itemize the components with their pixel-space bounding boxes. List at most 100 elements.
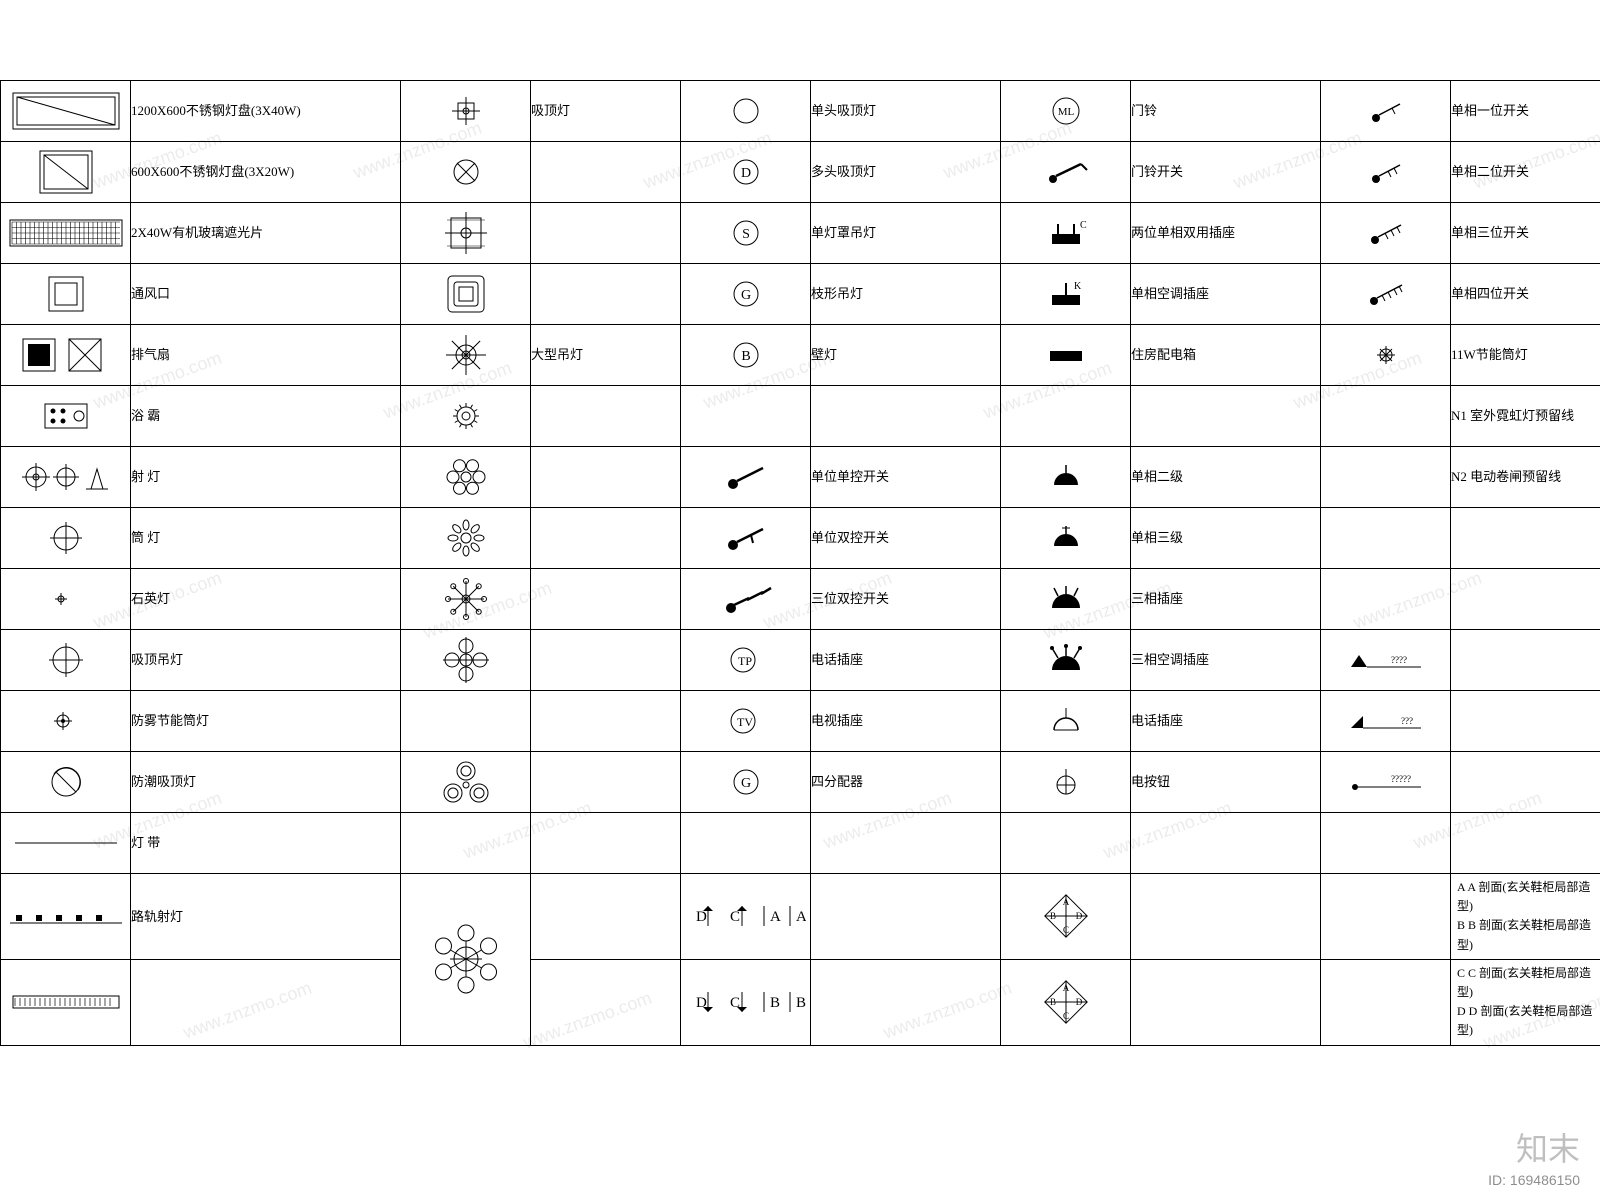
exhaust-fan-icon: [1, 325, 130, 385]
label-col1-14: [131, 959, 401, 1045]
label-col5-10: [1451, 691, 1600, 752]
label-col2-13: [531, 874, 681, 960]
misc-strip-icon: [1, 960, 130, 1045]
svg-text:???: ???: [1401, 716, 1413, 726]
symbol-col4-14: ABCD: [1001, 959, 1131, 1045]
socket-1p2-icon: [1001, 447, 1130, 507]
svg-text:G: G: [740, 288, 750, 303]
gear-light-icon: [401, 386, 530, 446]
label-col5-4: 11W节能筒灯: [1451, 325, 1600, 386]
watermark-id: ID: 169486150: [1488, 1172, 1580, 1188]
symbol-col5-4: [1321, 325, 1451, 386]
symbol-col3-10: TV: [681, 691, 811, 752]
sw-4-icon: [1321, 264, 1450, 324]
quartz-icon: [1, 569, 130, 629]
label-col3-11: 四分配器: [811, 752, 1001, 813]
circle-s-icon: S: [681, 203, 810, 263]
svg-text:B: B: [741, 349, 750, 364]
label-col4-8: 三相插座: [1131, 569, 1321, 630]
symbol-col3-5: [681, 386, 811, 447]
symbol-col1-12: [1, 813, 131, 874]
dist-box-icon: [1001, 325, 1130, 385]
legend-table: 1200X600不锈钢灯盘(3X40W)吸顶灯单头吸顶灯ML门铃单相一位开关60…: [0, 80, 1600, 1046]
label-col5-13: A A 剖面(玄关鞋柜局部造型)B B 剖面(玄关鞋柜局部造型): [1451, 874, 1600, 960]
sw-3-icon: [1321, 203, 1450, 263]
label-col2-3: [531, 264, 681, 325]
symbol-col3-4: B: [681, 325, 811, 386]
label-col1-7: 筒 灯: [131, 508, 401, 569]
label-col4-7: 单相三级: [1131, 508, 1321, 569]
label-col4-13: [1131, 874, 1321, 960]
label-col4-11: 电按钮: [1131, 752, 1321, 813]
label-col3-4: 壁灯: [811, 325, 1001, 386]
switch-1-icon: [681, 447, 810, 507]
svg-text:ML: ML: [1057, 106, 1074, 118]
symbol-col5-2: [1321, 203, 1451, 264]
svg-text:S: S: [742, 227, 750, 242]
svg-text:D: D: [740, 166, 750, 181]
vent-icon: [1, 264, 130, 324]
chandelier-frame-icon: [401, 203, 530, 263]
panel-1200x600-icon: [1, 81, 130, 141]
label-col3-5: [811, 386, 1001, 447]
symbol-col4-12: [1001, 813, 1131, 874]
symbol-col3-14: DCBB: [681, 959, 811, 1045]
symbol-col2-5: [401, 386, 531, 447]
panel-600x600-icon: [1, 142, 130, 202]
label-col1-0: 1200X600不锈钢灯盘(3X40W): [131, 81, 401, 142]
svg-text:A: A: [770, 909, 781, 925]
symbol-col2-2: [401, 203, 531, 264]
label-col5-9: [1451, 630, 1600, 691]
symbol-col5-0: [1321, 81, 1451, 142]
symbol-col4-7: [1001, 508, 1131, 569]
label-col2-12: [531, 813, 681, 874]
symbol-col5-13: [1321, 874, 1451, 960]
symbol-col5-11: ?????: [1321, 752, 1451, 813]
symbol-col5-3: [1321, 264, 1451, 325]
socket-1p3-icon: [1001, 508, 1130, 568]
symbol-col2-0: [401, 81, 531, 142]
label-col4-12: [1131, 813, 1321, 874]
label-col2-10: [531, 691, 681, 752]
symbol-col2-7: [401, 508, 531, 569]
energy-saving-icon: [1321, 325, 1450, 385]
symbol-col1-3: [1, 264, 131, 325]
symbol-col3-1: D: [681, 142, 811, 203]
label-col3-14: [811, 959, 1001, 1045]
symbol-col4-6: [1001, 447, 1131, 508]
symbol-col5-6: [1321, 447, 1451, 508]
svg-text:D: D: [1075, 911, 1082, 921]
label-col1-8: 石英灯: [131, 569, 401, 630]
svg-text:C: C: [1062, 1011, 1068, 1021]
symbol-col4-9: [1001, 630, 1131, 691]
dim-line-2-icon: ???: [1321, 691, 1450, 751]
symbol-col2-12: [401, 813, 531, 874]
svg-text:C: C: [730, 995, 740, 1011]
svg-text:A: A: [1062, 983, 1069, 993]
symbol-col5-5: [1321, 386, 1451, 447]
symbol-col5-9: ????: [1321, 630, 1451, 691]
symbol-col4-2: C: [1001, 203, 1131, 264]
square-fixture-icon: [401, 264, 530, 324]
label-col3-12: [811, 813, 1001, 874]
label-col3-6: 单位单控开关: [811, 447, 1001, 508]
label-col5-8: [1451, 569, 1600, 630]
label-col3-0: 单头吸顶灯: [811, 81, 1001, 142]
symbol-col3-3: G: [681, 264, 811, 325]
symbol-col2-11: [401, 752, 531, 813]
label-col3-2: 单灯罩吊灯: [811, 203, 1001, 264]
symbol-col1-7: [1, 508, 131, 569]
circle-g2-icon: G: [681, 752, 810, 812]
diamond-abcd2-icon: ABCD: [1001, 960, 1130, 1045]
large-chandelier-icon: [401, 325, 530, 385]
flower-8-icon: [401, 508, 530, 568]
watermark-logo: 知末: [1516, 1124, 1580, 1170]
label-col4-4: 住房配电箱: [1131, 325, 1321, 386]
symbol-col3-0: [681, 81, 811, 142]
spotlight-icon: [1, 447, 130, 507]
svg-text:B: B: [796, 995, 806, 1011]
label-col5-12: [1451, 813, 1600, 874]
circle-d-icon: D: [681, 142, 810, 202]
symbol-col2-6: [401, 447, 531, 508]
socket-2-1-double-icon: C: [1001, 203, 1130, 263]
